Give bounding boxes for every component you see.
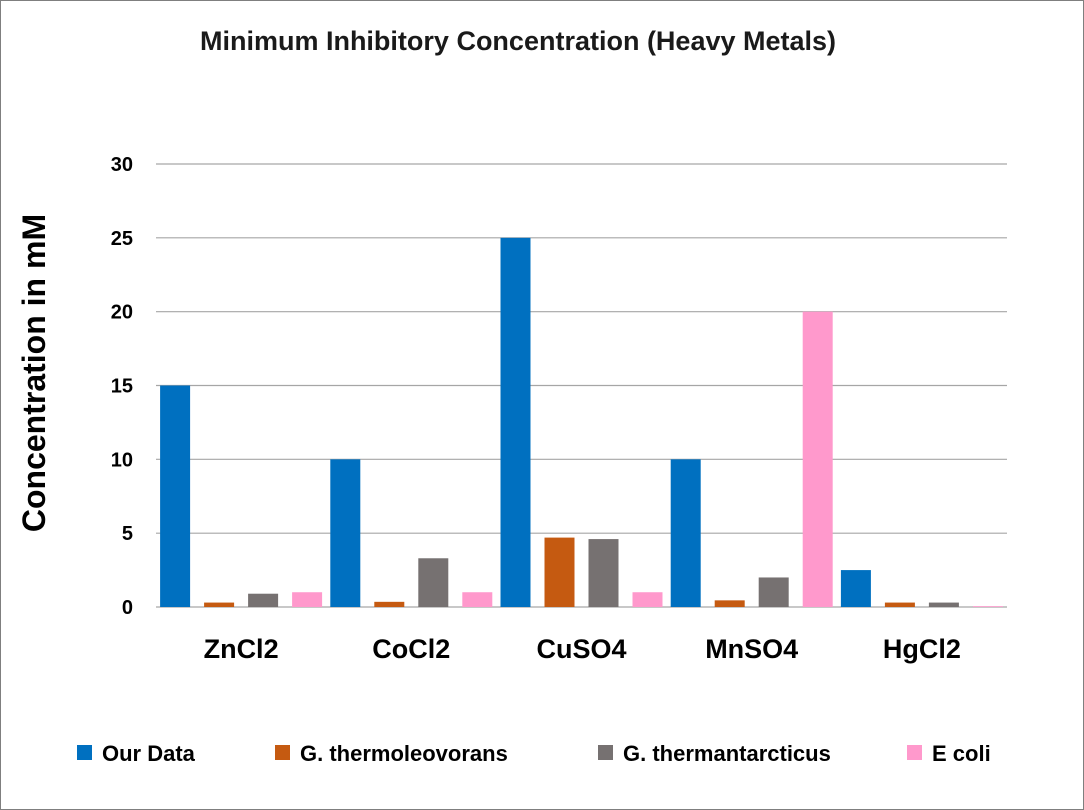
x-tick-label: CuSO4 (536, 634, 626, 664)
x-tick-label: CoCl2 (372, 634, 450, 664)
bar-mnso4-series-1 (670, 459, 701, 607)
bar-cuso4-series-1 (500, 237, 531, 608)
legend-label: E coli (932, 741, 991, 766)
legend-label: Our Data (102, 741, 196, 766)
bar-cocl2-series-4 (462, 592, 493, 607)
legend-swatch (598, 745, 613, 760)
x-tick-label: MnSO4 (705, 634, 798, 664)
bar-cuso4-series-2 (544, 537, 575, 607)
y-tick-label: 15 (111, 376, 133, 398)
gridlines (156, 163, 1007, 608)
legend-swatch (907, 745, 922, 760)
bar-mnso4-series-2 (714, 600, 745, 607)
bar-cocl2-series-1 (330, 459, 361, 607)
bars (160, 237, 1003, 608)
legend-label: G. thermantarcticus (623, 741, 831, 766)
bar-mnso4-series-3 (758, 577, 789, 607)
y-tick-label: 0 (122, 597, 133, 619)
bar-zncl2-series-2 (204, 602, 235, 607)
bar-zncl2-series-1 (160, 385, 191, 607)
bar-cuso4-series-4 (632, 592, 663, 607)
bar-hgcl2-series-2 (884, 602, 915, 607)
y-tick-label: 5 (122, 523, 133, 545)
legend-swatch (77, 745, 92, 760)
y-tick-label: 20 (111, 302, 133, 324)
x-tick-label: HgCl2 (883, 634, 961, 664)
legend-swatch (275, 745, 290, 760)
y-tick-label: 10 (111, 449, 133, 471)
bar-cocl2-series-2 (374, 601, 405, 607)
bar-zncl2-series-3 (248, 593, 279, 607)
chart-title: Minimum Inhibitory Concentration (Heavy … (200, 26, 836, 56)
y-axis-label: Concentration in mM (16, 214, 52, 532)
bar-zncl2-series-4 (292, 592, 323, 607)
bar-cuso4-series-3 (588, 539, 619, 607)
x-tick-labels: ZnCl2 CoCl2 CuSO4 MnSO4 HgCl2 (204, 634, 961, 664)
bar-hgcl2-series-4 (972, 606, 1003, 607)
x-tick-label: ZnCl2 (204, 634, 279, 664)
legend: Our Data G. thermoleovorans G. thermantarc… (77, 741, 991, 766)
y-tick-labels: 0 5 10 15 20 25 30 (111, 154, 133, 619)
bar-mnso4-series-4 (802, 311, 833, 607)
bar-hgcl2-series-3 (928, 602, 959, 607)
bar-cocl2-series-3 (418, 558, 449, 607)
y-tick-label: 25 (111, 228, 133, 250)
bar-hgcl2-series-1 (840, 570, 871, 607)
legend-label: G. thermoleovorans (300, 741, 508, 766)
y-tick-label: 30 (111, 154, 133, 176)
